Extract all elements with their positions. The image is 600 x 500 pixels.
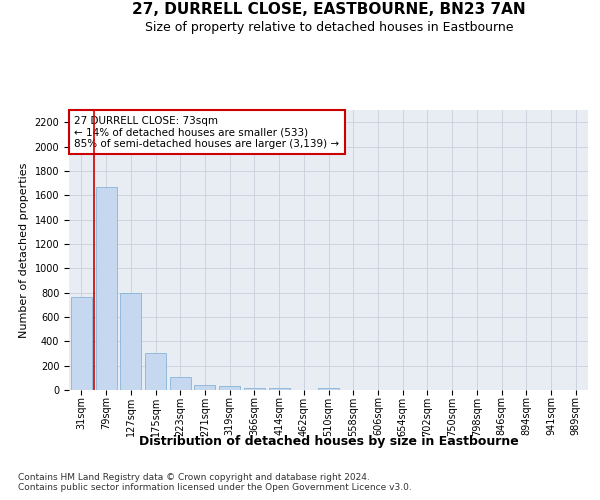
Bar <box>71 298 92 390</box>
Y-axis label: Number of detached properties: Number of detached properties <box>19 162 29 338</box>
Text: 27 DURRELL CLOSE: 73sqm
← 14% of detached houses are smaller (533)
85% of semi-d: 27 DURRELL CLOSE: 73sqm ← 14% of detache… <box>74 116 340 149</box>
Text: Contains HM Land Registry data © Crown copyright and database right 2024.
Contai: Contains HM Land Registry data © Crown c… <box>18 472 412 492</box>
Bar <box>194 385 215 390</box>
Bar <box>269 388 290 390</box>
Bar <box>170 376 191 390</box>
Bar <box>318 388 339 390</box>
Bar <box>95 186 116 390</box>
Bar <box>244 388 265 390</box>
Bar <box>145 354 166 390</box>
Text: Distribution of detached houses by size in Eastbourne: Distribution of detached houses by size … <box>139 435 518 448</box>
Bar <box>219 386 240 390</box>
Bar <box>120 292 141 390</box>
Text: Size of property relative to detached houses in Eastbourne: Size of property relative to detached ho… <box>145 21 513 34</box>
Text: 27, DURRELL CLOSE, EASTBOURNE, BN23 7AN: 27, DURRELL CLOSE, EASTBOURNE, BN23 7AN <box>132 2 526 18</box>
